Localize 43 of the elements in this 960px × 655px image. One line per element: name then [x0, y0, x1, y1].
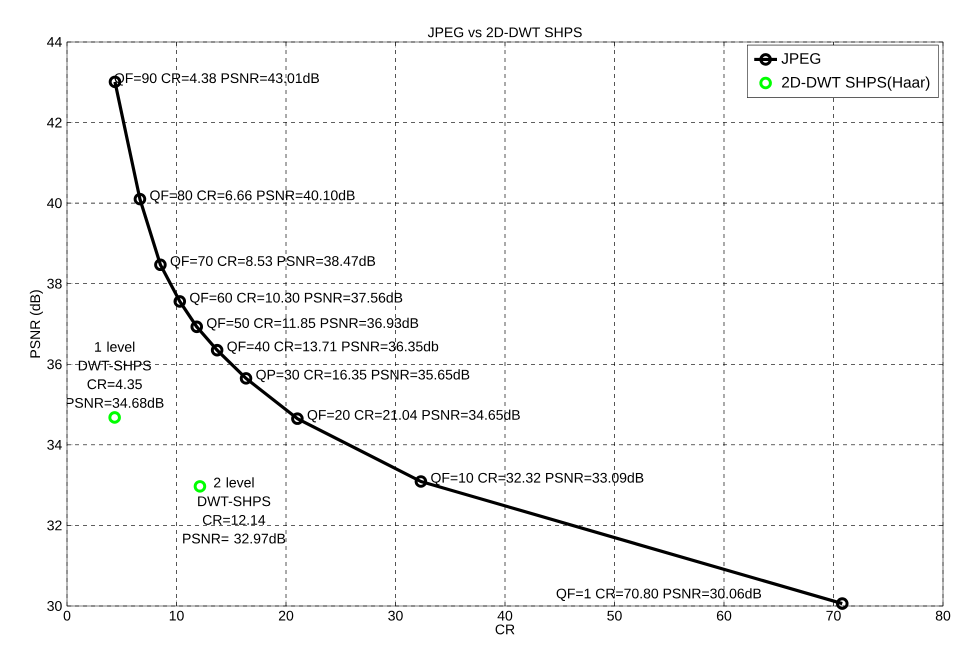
x-tick-label: 30: [388, 610, 403, 621]
point: [194, 480, 206, 493]
y-tick-label: 42: [47, 118, 62, 128]
y-tick-label: 30: [47, 601, 62, 611]
y-tick-label: 36: [47, 359, 62, 370]
x-tick-label: 10: [170, 610, 184, 621]
point: [210, 344, 224, 356]
point: [291, 412, 304, 425]
point: [414, 475, 428, 488]
x-tick-label: 0: [64, 610, 70, 621]
x-tick-label: 80: [936, 610, 950, 621]
x-tick-label: 20: [278, 610, 294, 621]
x-tick-label: 40: [498, 610, 512, 621]
y-tick-label: 38: [47, 278, 62, 289]
y-tick-label: 34: [47, 440, 62, 450]
chart-title: JPEG vs 2D-DWT SHPS: [428, 27, 582, 38]
annotation: QF=80 CR=6.66 PSNR=40.10dB: [150, 190, 355, 203]
y-tick-label: 40: [47, 198, 62, 208]
point: [174, 295, 186, 308]
x-tick-label: 70: [826, 610, 841, 621]
point: [134, 192, 146, 206]
annotation: QF=1 CR=70.80 PSNR=30.06dB: [556, 588, 762, 601]
point: [154, 258, 167, 272]
annotation: QP=30 CR=16.35 PSNR=35.65dB: [256, 369, 470, 382]
annotation: 1 level DWT-SHPS CR=4.35 PSNR=34.68dB: [66, 342, 164, 408]
y-axis-title: PSNR (dB): [30, 290, 43, 358]
legend-label: 2D-DWT SHPS(Haar): [782, 76, 930, 91]
annotation: QF=50 CR=11.85 PSNR=36.93dB: [207, 318, 418, 331]
annotation: QF=40 CR=13.71 PSNR=36.35db: [227, 341, 438, 354]
y-tick-label: 44: [47, 37, 62, 47]
point: [108, 411, 121, 424]
x-tick-label: 50: [607, 610, 622, 621]
point: [240, 372, 252, 385]
annotation: 2 level DWT-SHPS CR=12.14 PSNR= 32.97dB: [183, 477, 286, 544]
annotation: QF=60 CR=10.30 PSNR=37.56dB: [190, 292, 402, 306]
annotation: QF=70 CR=8.53 PSNR=38.47dB: [170, 256, 376, 268]
y-tick-label: 32: [47, 520, 62, 530]
annotation: QF=10 CR=32.32 PSNR=33.09dB: [431, 472, 644, 486]
annotation: QF=20 CR=21.04 PSNR=34.65dB: [308, 410, 520, 422]
point: [190, 320, 204, 334]
x-axis-title: CR: [496, 624, 514, 634]
x-tick-label: 60: [716, 610, 732, 621]
legend-label: JPEG: [782, 53, 820, 64]
